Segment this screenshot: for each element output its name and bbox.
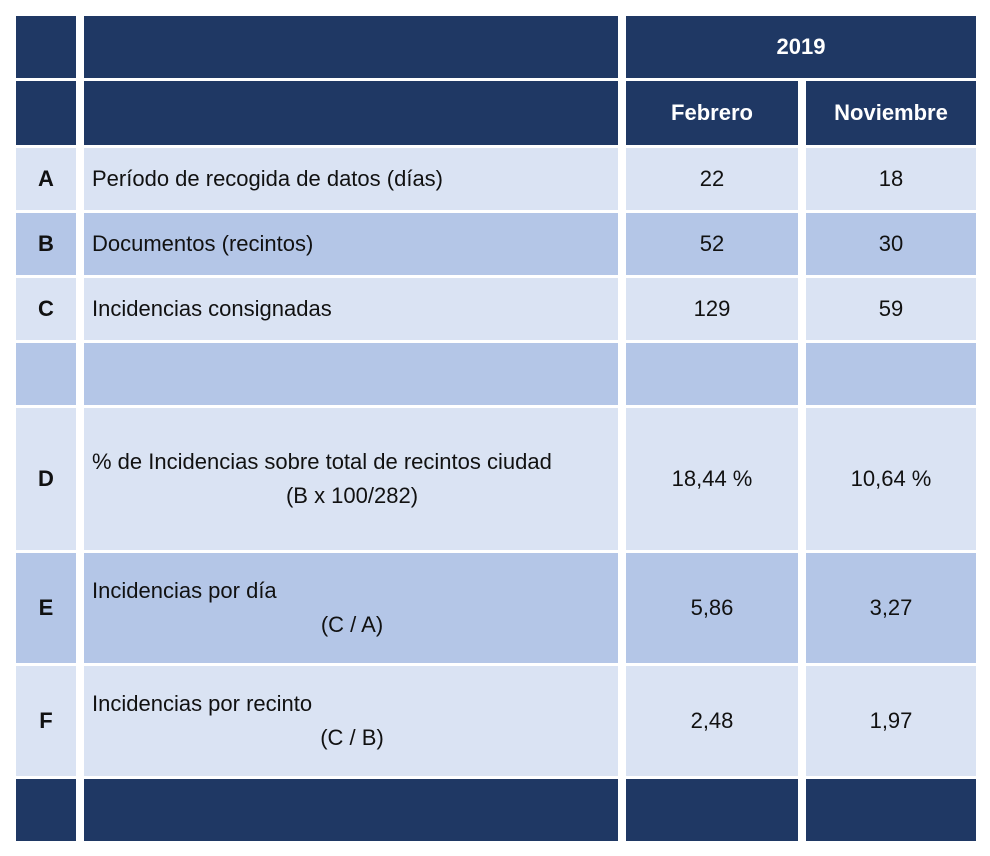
value-febrero: 22 — [626, 148, 798, 210]
header-label-2 — [84, 81, 618, 145]
row-label: Incidencias por día — [92, 577, 277, 603]
value-febrero: 129 — [626, 278, 798, 340]
row-label-cell: Incidencias por día (C / A) — [84, 553, 618, 663]
value-febrero: 52 — [626, 213, 798, 275]
row-key: A — [16, 148, 76, 210]
header-month-noviembre: Noviembre — [806, 81, 976, 145]
value-noviembre: 10,64 % — [806, 408, 976, 550]
value-noviembre: 1,97 — [806, 666, 976, 776]
row-key: F — [16, 666, 76, 776]
header-corner-1 — [16, 16, 76, 78]
spacer-cell — [626, 343, 798, 405]
footer-cell — [806, 779, 976, 841]
footer-cell — [84, 779, 618, 841]
footer-cell — [626, 779, 798, 841]
row-label: Documentos (recintos) — [84, 213, 618, 275]
spacer-cell — [84, 343, 618, 405]
value-noviembre: 30 — [806, 213, 976, 275]
row-key: D — [16, 408, 76, 550]
header-corner-2 — [16, 81, 76, 145]
spacer-cell — [806, 343, 976, 405]
row-key: C — [16, 278, 76, 340]
row-formula: (C / A) — [320, 612, 384, 638]
row-formula: (B x 100/282) — [285, 483, 419, 509]
row-label: Incidencias por recinto — [92, 690, 313, 716]
incidencias-table: 2019 Febrero Noviembre A Período de reco… — [16, 16, 976, 841]
row-label: Incidencias consignadas — [84, 278, 618, 340]
value-febrero: 2,48 — [626, 666, 798, 776]
header-month-febrero: Febrero — [626, 81, 798, 145]
row-formula: (C / B) — [320, 725, 384, 751]
spacer-cell — [16, 343, 76, 405]
row-key: E — [16, 553, 76, 663]
value-noviembre: 59 — [806, 278, 976, 340]
value-febrero: 18,44 % — [626, 408, 798, 550]
value-febrero: 5,86 — [626, 553, 798, 663]
header-label-1 — [84, 16, 618, 78]
row-key: B — [16, 213, 76, 275]
row-label-cell: % de Incidencias sobre total de recintos… — [84, 408, 618, 550]
row-label-cell: Incidencias por recinto (C / B) — [84, 666, 618, 776]
footer-cell — [16, 779, 76, 841]
value-noviembre: 18 — [806, 148, 976, 210]
row-label: Período de recogida de datos (días) — [84, 148, 618, 210]
header-year: 2019 — [626, 16, 976, 78]
row-label: % de Incidencias sobre total de recintos… — [92, 448, 552, 474]
value-noviembre: 3,27 — [806, 553, 976, 663]
